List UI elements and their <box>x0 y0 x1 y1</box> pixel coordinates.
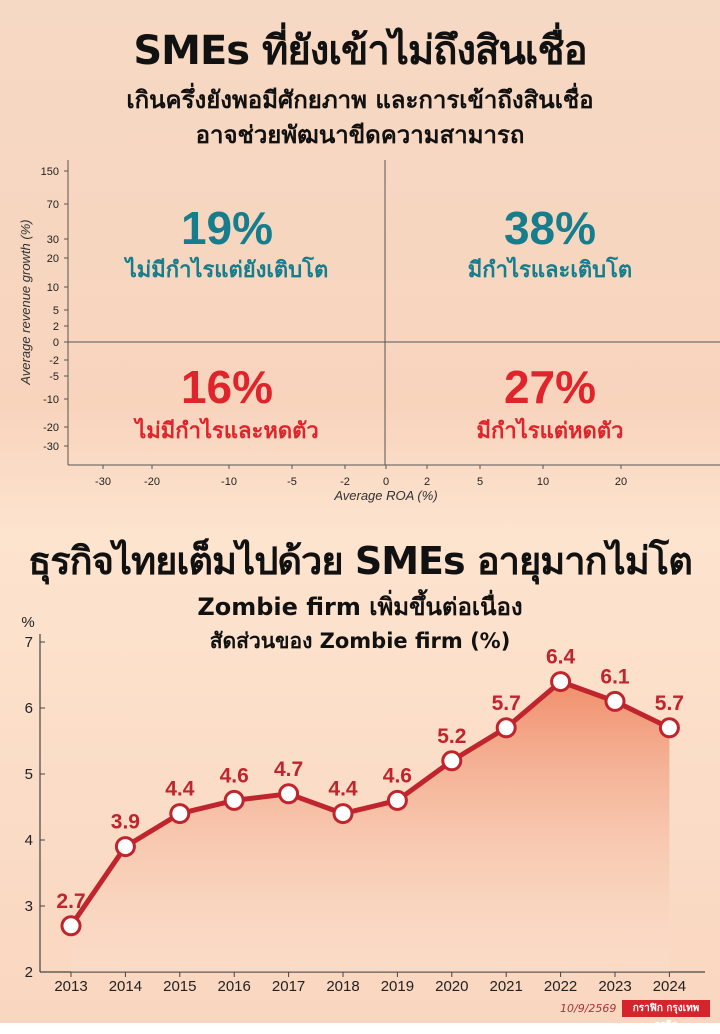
x-tick-label: -10 <box>221 476 237 488</box>
x-tick-label: 2016 <box>218 978 251 995</box>
x-tick-label: 2013 <box>54 978 87 995</box>
publish-date: 10/9/2569 <box>560 1002 617 1015</box>
x-tick-label: 2015 <box>163 978 196 995</box>
quadrant-label-bottom-left: ไม่มีกำไรและหดตัว <box>133 417 319 444</box>
data-point <box>332 803 354 825</box>
y-tick-label: 2 <box>25 964 33 981</box>
data-point <box>169 803 191 825</box>
x-tick-label: -5 <box>287 476 297 488</box>
y-tick-label: 10 <box>47 282 59 294</box>
x-tick-label: 2020 <box>435 978 468 995</box>
x-tick-label: -20 <box>144 476 160 488</box>
y-tick-label: -5 <box>49 371 59 383</box>
data-point <box>386 789 408 811</box>
data-label: 4.4 <box>328 778 358 801</box>
subtitle-line-2: อาจช่วยพัฒนาขีดความสามารถ <box>195 121 525 149</box>
y-tick-label: 7 <box>25 634 33 651</box>
y-tick-label: -10 <box>43 394 59 406</box>
data-point <box>441 750 463 772</box>
x-tick-label: 2 <box>424 476 430 488</box>
section2-subtitle-1: Zombie firm เพิ่มขึ้นต่อเนื่อง <box>197 593 523 621</box>
y-tick-label: 5 <box>25 766 33 783</box>
data-point <box>550 671 572 693</box>
x-tick-label: 2022 <box>544 978 577 995</box>
data-point <box>658 717 680 739</box>
page-title: SMEs ที่ยังเข้าไม่ถึงสินเชื่อ <box>133 28 587 74</box>
data-label: 5.2 <box>437 725 466 748</box>
data-label: 6.4 <box>546 646 576 669</box>
area-fill <box>71 681 670 972</box>
data-label: 2.7 <box>56 890 85 913</box>
y-tick-label: 150 <box>41 166 59 178</box>
y-tick-label: 5 <box>53 305 59 317</box>
subtitle-line-1: เกินครึ่งยังพอมีศักยภาพ และการเข้าถึงสิน… <box>126 86 594 114</box>
y-tick-label: 0 <box>53 337 59 349</box>
x-tick-label: 5 <box>477 476 483 488</box>
data-point <box>604 690 626 712</box>
quadrant-value-bottom-right: 27% <box>504 361 596 413</box>
data-label: 4.7 <box>274 758 303 781</box>
data-label: 4.6 <box>383 764 412 787</box>
quadrant-label-top-left: ไม่มีกำไรแต่ยังเติบโต <box>124 256 329 283</box>
x-tick-label: 2021 <box>490 978 523 995</box>
brand-credit: กราฟิก กรุงเทพธุรกิจ <box>622 1000 710 1031</box>
data-point <box>114 836 136 858</box>
section2-subtitle-2: สัดส่วนของ Zombie firm (%) <box>209 629 511 653</box>
data-point <box>495 717 517 739</box>
x-tick-label: 20 <box>615 476 627 488</box>
x-tick-label: 10 <box>537 476 549 488</box>
section2-title: ธุรกิจไทยเต็มไปด้วย SMEs อายุมากไม่โต <box>28 539 693 583</box>
quadrant-label-top-right: มีกำไรและเติบโต <box>468 256 632 283</box>
y-tick-label: -20 <box>43 422 59 434</box>
quadrant-value-top-left: 19% <box>181 202 273 254</box>
quadrant-label-bottom-right: มีกำไรแต่หดตัว <box>477 417 624 444</box>
data-point <box>278 783 300 805</box>
x-tick-label: 2024 <box>653 978 686 995</box>
x-axis-title: Average ROA (%) <box>333 488 437 503</box>
x-tick-label: 0 <box>383 476 389 488</box>
data-label: 3.9 <box>111 811 140 834</box>
data-label: 6.1 <box>600 665 630 688</box>
y-tick-label: 30 <box>47 234 59 246</box>
data-label: 4.4 <box>165 778 195 801</box>
x-tick-label: 2023 <box>598 978 631 995</box>
y-tick-label: 2 <box>53 321 59 333</box>
y-axis-title: Average revenue growth (%) <box>18 219 33 385</box>
x-tick-label: 2019 <box>381 978 414 995</box>
x-tick-label: -30 <box>95 476 111 488</box>
quadrant-value-bottom-left: 16% <box>181 361 273 413</box>
data-label: 5.7 <box>492 692 521 715</box>
x-tick-label: -2 <box>340 476 350 488</box>
y-tick-label: -2 <box>49 355 59 367</box>
y-tick-label: 4 <box>25 832 33 849</box>
x-tick-label: 2018 <box>326 978 359 995</box>
data-label: 4.6 <box>220 764 249 787</box>
y-axis-unit: % <box>21 614 34 631</box>
y-tick-label: 6 <box>25 700 33 717</box>
data-point <box>60 915 82 937</box>
x-tick-label: 2017 <box>272 978 305 995</box>
x-tick-label: 2014 <box>109 978 142 995</box>
y-tick-label: 3 <box>25 898 33 915</box>
data-point <box>223 789 245 811</box>
quadrant-value-top-right: 38% <box>504 202 596 254</box>
data-label: 5.7 <box>655 692 684 715</box>
y-tick-label: 20 <box>47 253 59 265</box>
y-tick-label: -30 <box>43 441 59 453</box>
y-tick-label: 70 <box>47 199 59 211</box>
